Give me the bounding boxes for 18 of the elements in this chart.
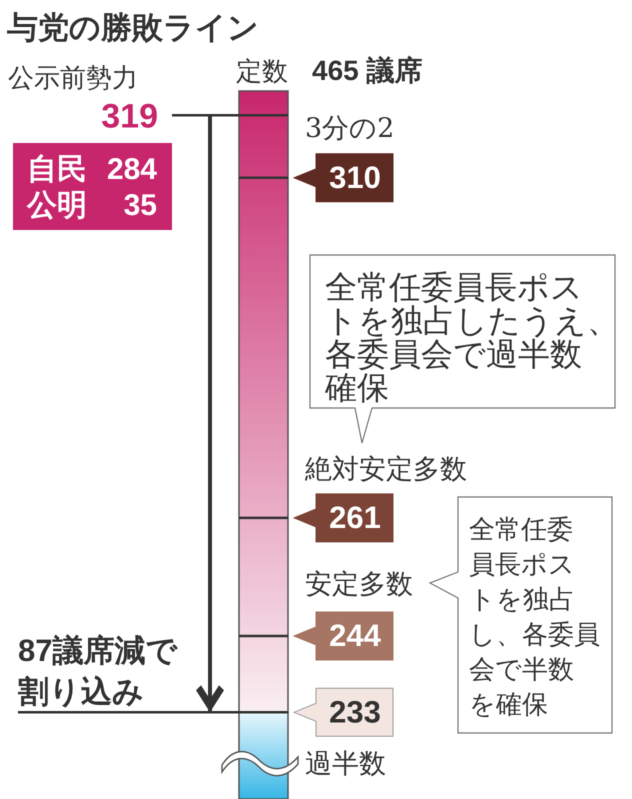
data-label: 310 [329, 160, 381, 195]
category-label: 過半数 [305, 748, 386, 780]
text: 与党の勝敗ライン [6, 10, 259, 46]
data-label: 244 [329, 618, 382, 653]
category-label: 3分の2 [305, 112, 394, 144]
text: 全常任委員長ポストを独占し、各委員会で半数を確保 [469, 515, 600, 720]
data-label: 319 [101, 97, 158, 136]
data-label: 261 [329, 500, 381, 535]
category-label: 安定多数 [305, 568, 413, 600]
text: 87議席減で割り込み [17, 633, 178, 709]
text: 465 議席 [312, 55, 422, 86]
text: 定数 [236, 57, 288, 87]
text: 全常任委員長ポストを独占したうえ、各委員会で過半数確保 [324, 268, 619, 406]
data-label: 233 [329, 694, 381, 730]
text: 公明 35 [27, 189, 157, 222]
category-label: 絶対安定多数 [304, 454, 467, 485]
category-label: 公示前勢力 [8, 63, 138, 94]
text: 自民 284 [27, 153, 158, 186]
